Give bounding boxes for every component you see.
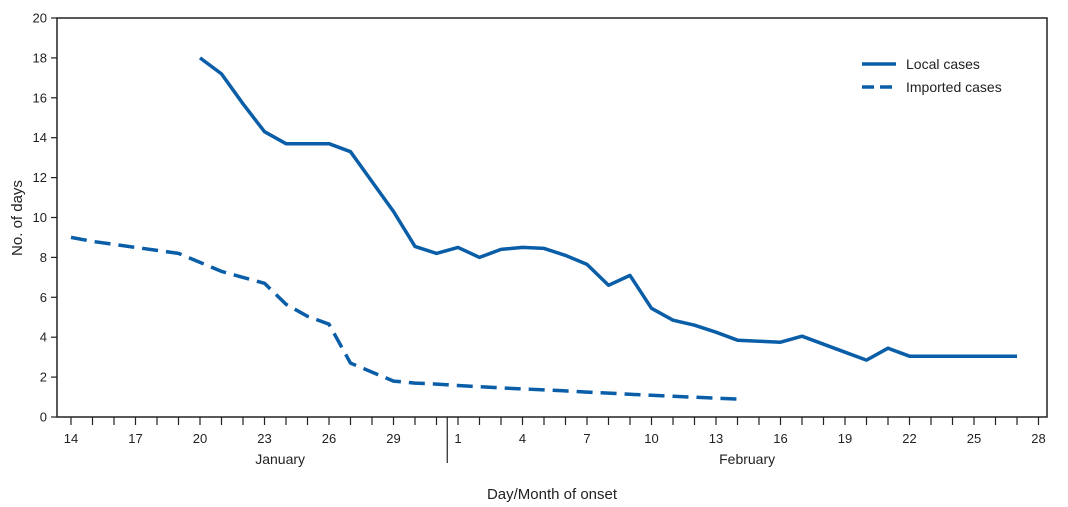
x-tick-label: 1 <box>454 431 461 446</box>
y-tick-label: 12 <box>33 170 47 185</box>
x-tick-label: 20 <box>193 431 207 446</box>
y-tick-label: 18 <box>33 50 47 65</box>
plot-frame <box>56 17 1048 418</box>
x-tick-label: 28 <box>1031 431 1045 446</box>
month-label-february: February <box>719 451 775 467</box>
x-tick-label: 14 <box>64 431 78 446</box>
x-tick-label: 16 <box>773 431 787 446</box>
legend-label: Local cases <box>906 56 980 72</box>
x-tick-label: 29 <box>386 431 400 446</box>
y-tick-label: 0 <box>40 410 47 425</box>
y-tick-label: 4 <box>40 330 47 345</box>
x-tick-label: 22 <box>902 431 916 446</box>
x-tick-label: 7 <box>583 431 590 446</box>
y-tick-label: 10 <box>33 210 47 225</box>
y-tick-label: 14 <box>33 130 47 145</box>
x-tick-label: 19 <box>838 431 852 446</box>
x-tick-label: 23 <box>257 431 271 446</box>
x-tick-label: 4 <box>519 431 526 446</box>
y-tick-label: 20 <box>33 11 47 26</box>
x-axis-title: Day/Month of onset <box>487 486 618 503</box>
series-line-imported <box>70 235 738 401</box>
x-tick-label: 25 <box>967 431 981 446</box>
y-tick-label: 2 <box>40 370 47 385</box>
month-label-january: January <box>255 451 305 467</box>
x-tick-label: 10 <box>644 431 658 446</box>
y-tick-label: 6 <box>40 290 47 305</box>
x-tick-label: 13 <box>709 431 723 446</box>
y-tick-label: 8 <box>40 250 47 265</box>
y-tick-label: 16 <box>33 90 47 105</box>
chart-series <box>70 56 1017 401</box>
x-tick-label: 26 <box>322 431 336 446</box>
chart-legend: Local cases Imported cases <box>862 56 1002 95</box>
legend-label: Imported cases <box>906 79 1002 95</box>
x-tick-label: 17 <box>128 431 142 446</box>
y-axis-title: No. of days <box>9 180 26 256</box>
series-line-local <box>198 56 1017 362</box>
